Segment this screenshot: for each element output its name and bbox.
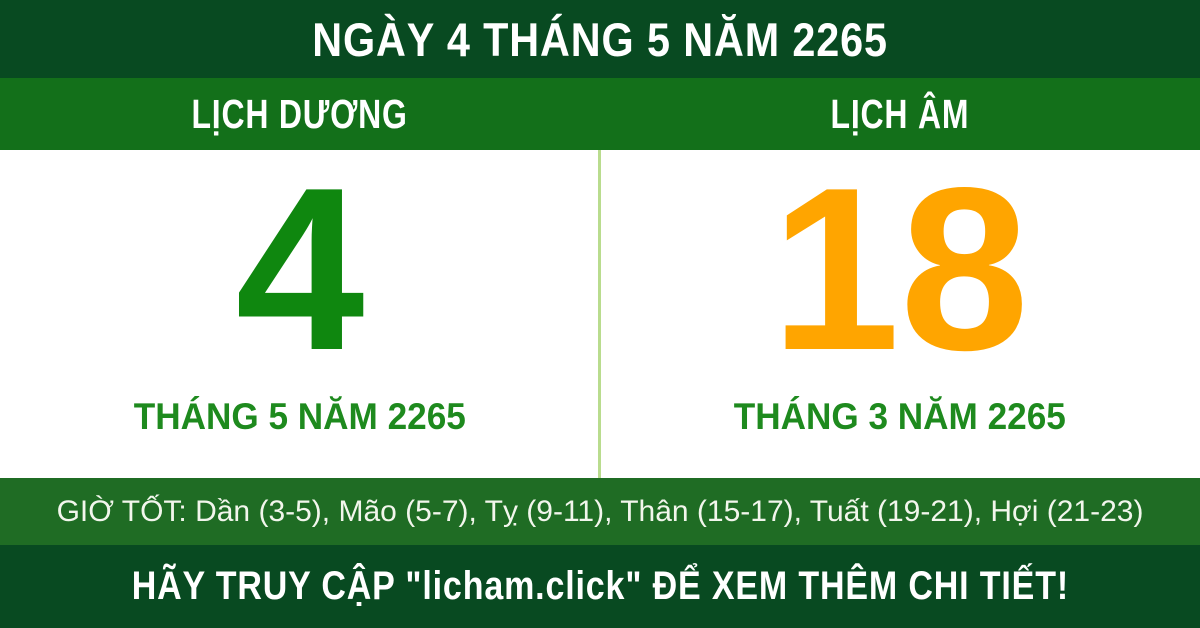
panel-divider [598, 150, 601, 478]
calendar-panels: 4 THÁNG 5 NĂM 2265 18 THÁNG 3 NĂM 2265 [0, 150, 1200, 478]
solar-panel: 4 THÁNG 5 NĂM 2265 [0, 150, 600, 478]
lunar-panel: 18 THÁNG 3 NĂM 2265 [600, 150, 1200, 478]
lunar-header-label: LỊCH ÂM [830, 90, 970, 137]
good-hours-text: GIỜ TỐT: Dần (3-5), Mão (5-7), Tỵ (9-11)… [56, 494, 1144, 528]
date-banner-title: NGÀY 4 THÁNG 5 NĂM 2265 [312, 12, 888, 66]
date-banner: NGÀY 4 THÁNG 5 NĂM 2265 [0, 0, 1200, 78]
solar-month-label: THÁNG 5 NĂM 2265 [133, 396, 467, 437]
lunar-month-label: THÁNG 3 NĂM 2265 [733, 396, 1067, 437]
calendar-type-header-row: LỊCH DƯƠNG LỊCH ÂM [0, 78, 1200, 150]
good-hours-bar: GIỜ TỐT: Dần (3-5), Mão (5-7), Tỵ (9-11)… [0, 478, 1200, 545]
solar-day-number: 4 [235, 140, 365, 399]
solar-header-label: LỊCH DƯƠNG [191, 90, 409, 137]
lunar-header-cell: LỊCH ÂM [600, 78, 1200, 150]
solar-header-cell: LỊCH DƯƠNG [0, 78, 600, 150]
footer-banner: HÃY TRUY CẬP "licham.click" ĐỂ XEM THÊM … [0, 545, 1200, 628]
footer-banner-text: HÃY TRUY CẬP "licham.click" ĐỂ XEM THÊM … [131, 564, 1069, 608]
lunar-day-number: 18 [770, 140, 1030, 399]
